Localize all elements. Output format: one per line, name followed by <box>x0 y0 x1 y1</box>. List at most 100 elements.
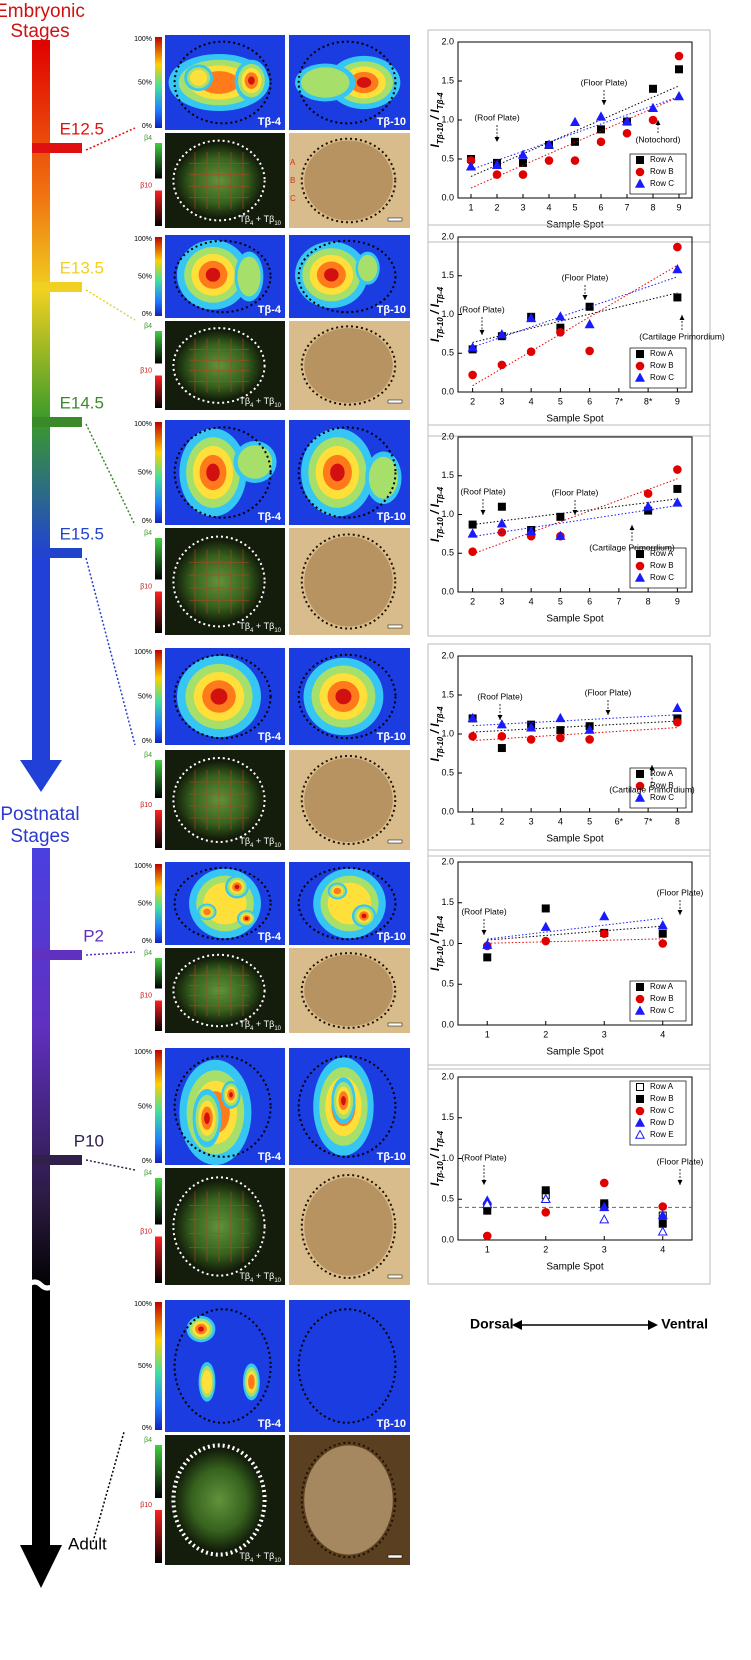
label-part: / I <box>428 1147 442 1161</box>
label-part: Tβ-4 <box>436 486 445 504</box>
legend-marker <box>636 983 644 991</box>
tissue <box>304 954 393 1027</box>
arrow-head <box>494 137 500 142</box>
tissue-outline <box>172 1176 266 1277</box>
direction-label: Ventral <box>661 1316 708 1332</box>
panel-label: Tβ-10 <box>377 731 406 743</box>
x-tick-label: 1 <box>485 1244 490 1254</box>
panel-label: Tβ-4 <box>258 116 282 128</box>
data-point <box>526 312 537 323</box>
y-tick-label: 0.0 <box>441 1019 454 1029</box>
data-point <box>596 137 606 147</box>
heat-contour <box>244 916 249 921</box>
panel-label: Tβ-10 <box>377 931 406 943</box>
heat-contour <box>237 256 261 297</box>
x-tick-label: 7* <box>644 816 653 826</box>
heat-contour <box>301 67 350 98</box>
tissue-outline <box>297 653 397 740</box>
heat-contour <box>229 1091 233 1098</box>
y-tick-label: 2.0 <box>441 231 454 241</box>
x-tick-label: 1 <box>485 1029 490 1039</box>
scale-label: 0% <box>142 1425 152 1432</box>
data-point <box>595 111 607 121</box>
data-point <box>526 347 536 357</box>
data-point <box>599 1201 610 1212</box>
stage-label: E15.5 <box>60 524 104 543</box>
tissue-outline <box>297 239 397 314</box>
chart-frame <box>427 224 711 437</box>
annotation: (Roof Plate) <box>474 112 520 122</box>
scale-label: 100% <box>134 1049 152 1056</box>
heat-contour <box>368 456 398 499</box>
heat-contour <box>198 1326 204 1332</box>
legend-label: Row C <box>650 1106 674 1115</box>
scale-label: 100% <box>134 36 152 43</box>
y-tick-label: 1.5 <box>441 1112 454 1122</box>
legend-marker <box>635 994 645 1004</box>
trend-line <box>470 85 680 177</box>
stage-label: E14.5 <box>60 393 104 412</box>
data-point <box>544 156 554 165</box>
x-tick-label: 6* <box>615 816 624 826</box>
x-tick-label: 9 <box>676 202 681 212</box>
heat-contour <box>324 268 339 282</box>
connector <box>85 127 136 151</box>
scale-label: 50% <box>138 1103 152 1110</box>
tissue-outline <box>173 239 272 314</box>
x-axis-label: Sample Spot <box>546 1262 603 1273</box>
heat-contour <box>206 463 220 482</box>
data-point <box>517 149 529 159</box>
data-point <box>519 158 527 167</box>
arrow-head <box>677 1180 683 1185</box>
legend-label: Row A <box>650 769 674 778</box>
scale-bar <box>387 217 403 222</box>
scale-label: 50% <box>138 1363 152 1370</box>
scale-label: 0% <box>142 518 152 525</box>
tissue <box>304 1445 393 1555</box>
color-bar <box>155 1236 162 1283</box>
data-point <box>540 921 551 931</box>
data-point <box>672 264 683 274</box>
y-axis-label: ITβ-10 / ITβ-4 <box>428 92 444 148</box>
x-tick-label: 9 <box>675 396 680 406</box>
data-point <box>556 733 565 743</box>
y-tick-label: 1.0 <box>441 114 454 124</box>
panel-label: Tβ-10 <box>377 1151 406 1163</box>
arrow-head <box>497 715 503 720</box>
label-part: Tβ <box>239 1271 250 1281</box>
scale-label: 50% <box>138 79 152 86</box>
tissue-outline <box>300 1441 397 1559</box>
y-axis-label: ITβ-10 / ITβ-4 <box>428 286 444 342</box>
annotation: (Floor Plate) <box>657 1156 704 1166</box>
y-tick-label: 1.0 <box>441 938 454 948</box>
color-bar <box>155 650 162 743</box>
arrow-head <box>481 1180 487 1185</box>
label-part: / I <box>428 303 442 317</box>
trend-line <box>487 938 663 944</box>
row-letter: C <box>290 194 296 203</box>
arrow-head <box>20 1545 62 1588</box>
legend-label: Row D <box>650 1118 674 1127</box>
scale-label: 100% <box>134 236 152 243</box>
scale-label: 0% <box>142 1158 152 1165</box>
legend-label: Row A <box>650 349 674 358</box>
label-part: Tβ-4 <box>436 92 445 110</box>
stage-label: E13.5 <box>60 258 104 277</box>
data-point <box>647 102 659 112</box>
legend-label: Row C <box>650 1006 674 1015</box>
annotation: (Floor Plate) <box>585 687 632 697</box>
data-point <box>584 724 595 734</box>
data-point <box>496 329 507 339</box>
tissue <box>304 536 393 627</box>
heat-contour <box>357 254 378 282</box>
data-point <box>467 712 478 723</box>
y-axis-label: ITβ-10 / ITβ-4 <box>428 1130 444 1186</box>
y-tick-label: 0.5 <box>441 979 454 989</box>
x-tick-label: 2 <box>470 596 475 606</box>
label-part: + Tβ <box>253 1551 274 1561</box>
trend-line <box>472 498 678 526</box>
x-tick-label: 5 <box>558 396 563 406</box>
x-tick-label: 8 <box>646 596 651 606</box>
tissue-outline <box>297 866 397 941</box>
tissue-outline <box>300 755 397 845</box>
